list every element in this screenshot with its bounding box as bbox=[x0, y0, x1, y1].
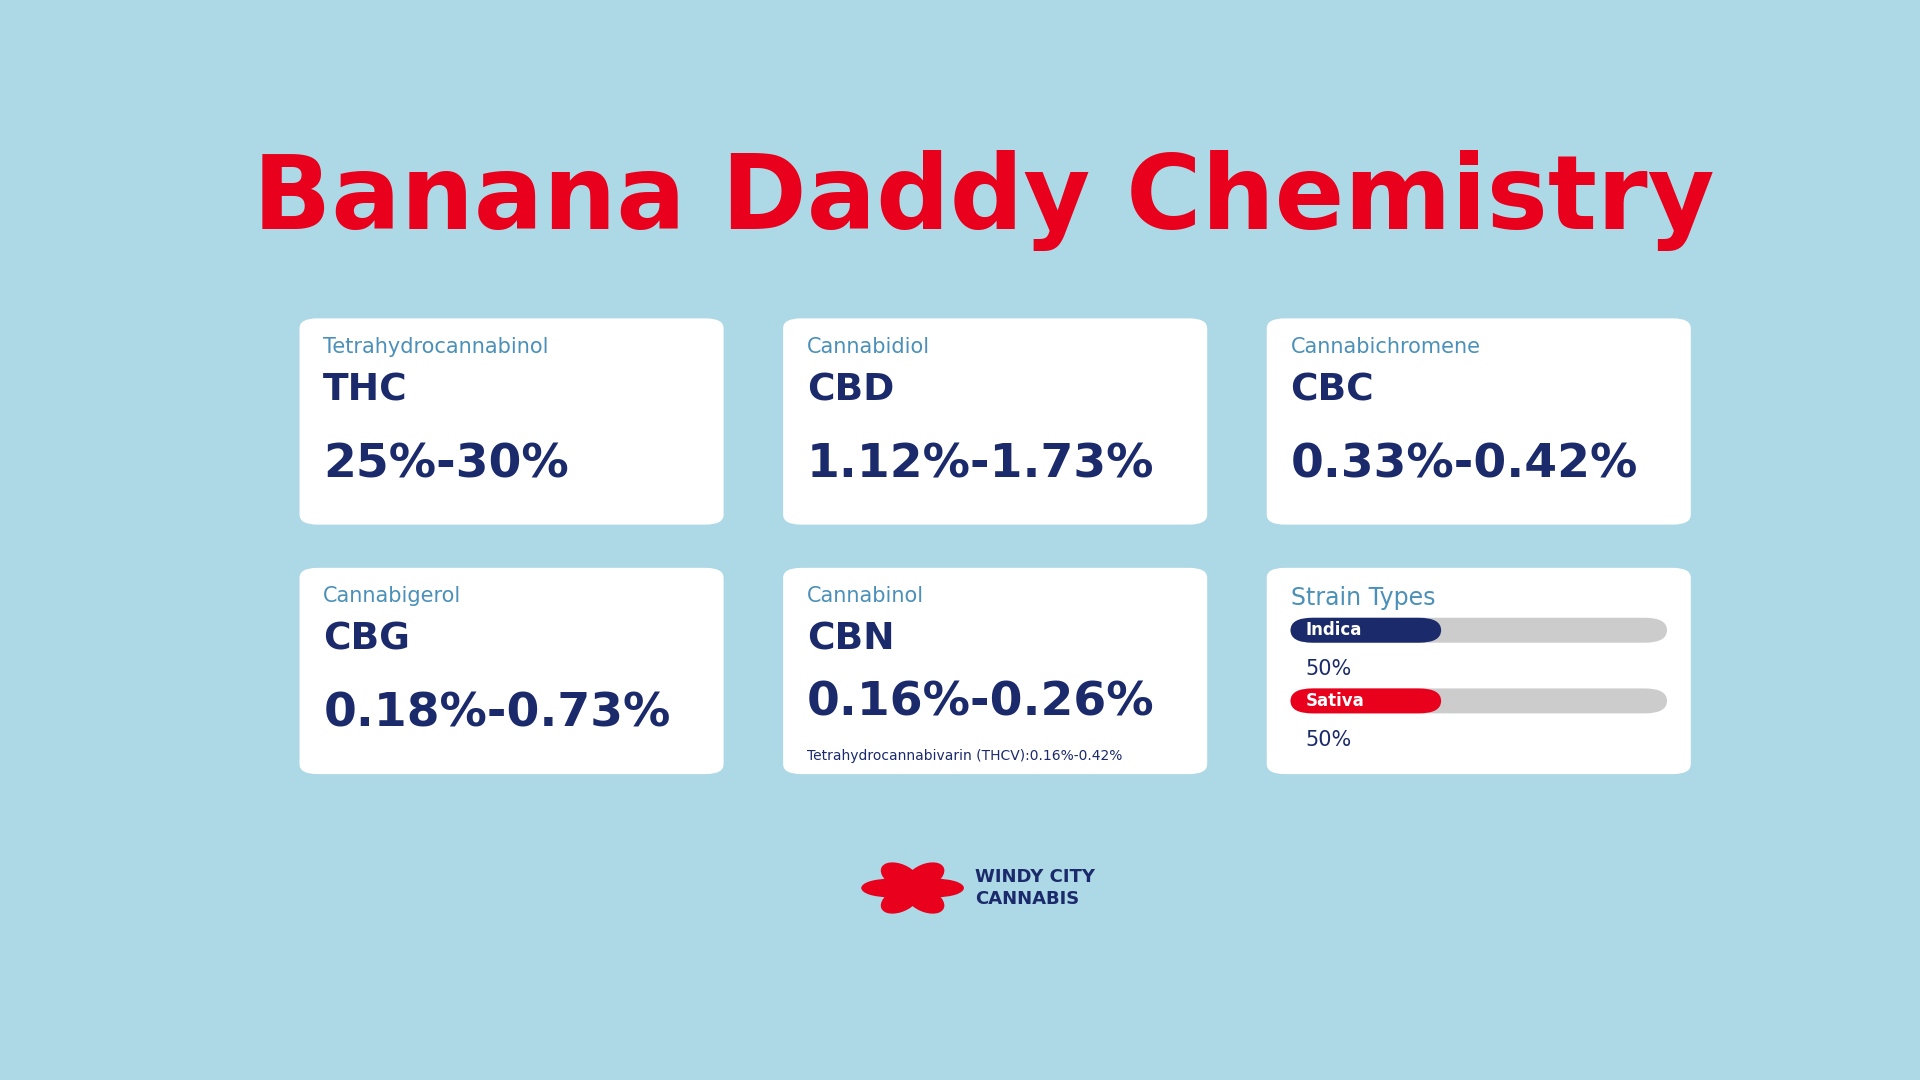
Text: 0.33%-0.42%: 0.33%-0.42% bbox=[1290, 442, 1638, 487]
FancyBboxPatch shape bbox=[1290, 688, 1442, 714]
FancyBboxPatch shape bbox=[1290, 618, 1667, 643]
Ellipse shape bbox=[881, 887, 920, 914]
Ellipse shape bbox=[862, 879, 914, 897]
Text: Sativa: Sativa bbox=[1306, 692, 1363, 710]
FancyBboxPatch shape bbox=[1290, 688, 1667, 714]
Ellipse shape bbox=[881, 863, 920, 890]
Text: CBN: CBN bbox=[806, 622, 895, 658]
FancyBboxPatch shape bbox=[1267, 319, 1692, 525]
FancyBboxPatch shape bbox=[300, 319, 724, 525]
Circle shape bbox=[899, 880, 925, 895]
Text: WINDY CITY: WINDY CITY bbox=[975, 868, 1094, 887]
Text: 50%: 50% bbox=[1306, 659, 1352, 679]
Text: 25%-30%: 25%-30% bbox=[323, 442, 568, 487]
Ellipse shape bbox=[910, 879, 964, 897]
Text: CBG: CBG bbox=[323, 622, 411, 658]
FancyBboxPatch shape bbox=[783, 568, 1208, 774]
FancyBboxPatch shape bbox=[1290, 618, 1442, 643]
Text: 0.16%-0.26%: 0.16%-0.26% bbox=[806, 680, 1154, 726]
FancyBboxPatch shape bbox=[300, 568, 724, 774]
Text: Cannabichromene: Cannabichromene bbox=[1290, 337, 1480, 356]
Text: 0.18%-0.73%: 0.18%-0.73% bbox=[323, 691, 670, 737]
Text: Cannabinol: Cannabinol bbox=[806, 586, 924, 606]
Text: Cannabigerol: Cannabigerol bbox=[323, 586, 461, 606]
Text: CBC: CBC bbox=[1290, 373, 1375, 408]
Text: 1.12%-1.73%: 1.12%-1.73% bbox=[806, 442, 1154, 487]
Text: 50%: 50% bbox=[1306, 730, 1352, 750]
Text: CBD: CBD bbox=[806, 373, 895, 408]
Text: Tetrahydrocannabivarin (THCV):0.16%-0.42%: Tetrahydrocannabivarin (THCV):0.16%-0.42… bbox=[806, 748, 1123, 762]
Text: CANNABIS: CANNABIS bbox=[975, 890, 1079, 908]
Text: THC: THC bbox=[323, 373, 407, 408]
Text: Tetrahydrocannabinol: Tetrahydrocannabinol bbox=[323, 337, 549, 356]
Text: Strain Types: Strain Types bbox=[1290, 586, 1434, 610]
Ellipse shape bbox=[906, 863, 945, 890]
FancyBboxPatch shape bbox=[1267, 568, 1692, 774]
Text: Indica: Indica bbox=[1306, 621, 1361, 639]
Ellipse shape bbox=[906, 887, 945, 914]
Text: Cannabidiol: Cannabidiol bbox=[806, 337, 929, 356]
FancyBboxPatch shape bbox=[783, 319, 1208, 525]
Text: Banana Daddy Chemistry: Banana Daddy Chemistry bbox=[253, 150, 1715, 251]
